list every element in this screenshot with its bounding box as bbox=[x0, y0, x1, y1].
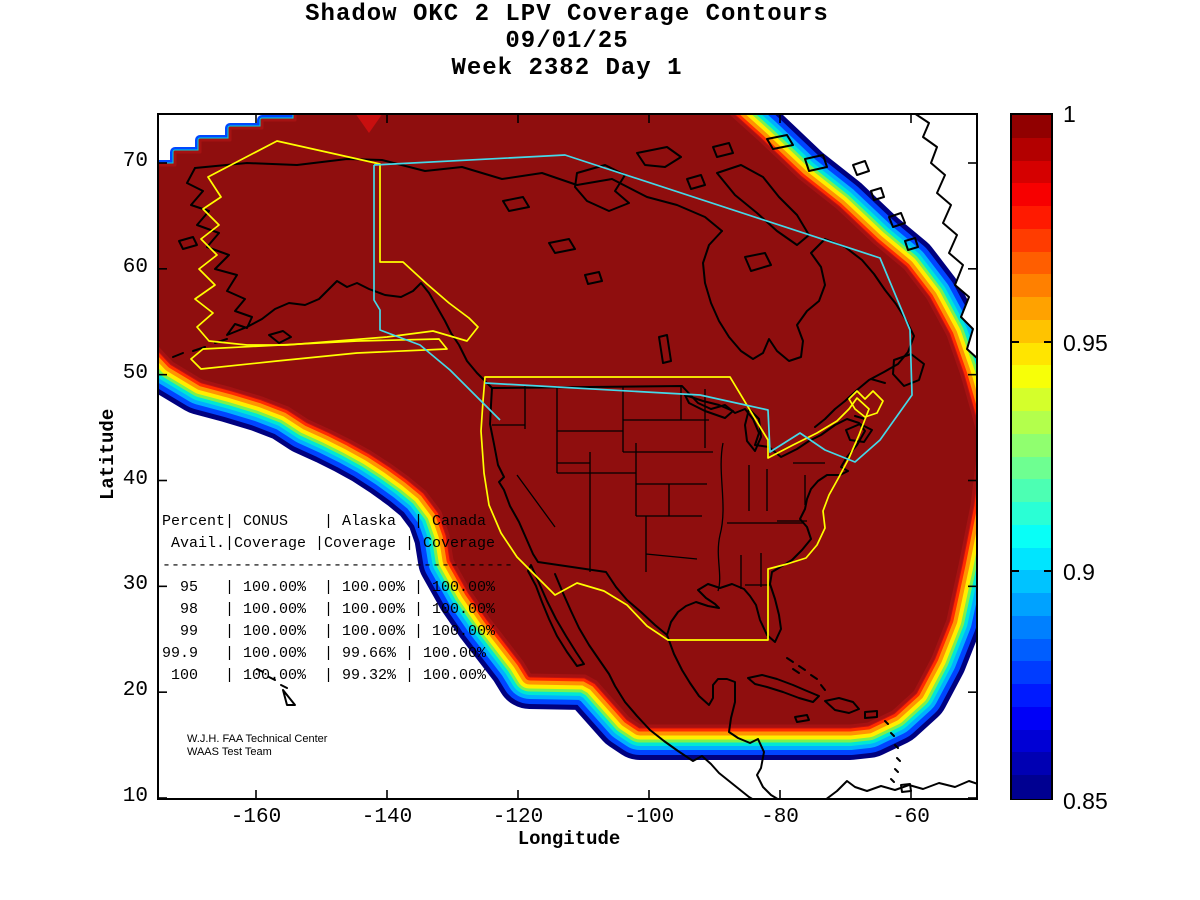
colorbar-band bbox=[1012, 502, 1051, 526]
colorbar-tick-mark bbox=[1044, 570, 1052, 572]
colorbar-tick-label: 0.9 bbox=[1063, 559, 1095, 585]
canada-region-outline-cyan bbox=[373, 154, 913, 463]
hispaniola bbox=[824, 697, 860, 714]
y-tick-label: 60 bbox=[122, 255, 148, 279]
x-axis-title: Longitude bbox=[517, 828, 621, 850]
colorbar-band bbox=[1012, 524, 1051, 549]
colorbar-tick-mark bbox=[1044, 341, 1052, 343]
colorbar-band bbox=[1012, 228, 1051, 253]
y-tick-label: 50 bbox=[122, 361, 148, 385]
service-volume-outlines-yellow bbox=[190, 140, 884, 641]
availability-table-text: Percent| CONUS | Alaska | Canada Avail.|… bbox=[162, 513, 514, 684]
colorbar-band bbox=[1012, 115, 1051, 139]
y-tick-label: 70 bbox=[122, 150, 148, 173]
colorbar-band bbox=[1012, 160, 1051, 185]
colorbar-band bbox=[1012, 706, 1051, 731]
baffin-coastal-islets bbox=[852, 160, 919, 251]
alaska-coastline bbox=[186, 167, 493, 389]
y-tick-label: 30 bbox=[122, 573, 148, 597]
canada-boundary-line bbox=[373, 154, 913, 463]
coverage-notch-detail bbox=[355, 113, 383, 133]
mexico-pacific-coastline bbox=[554, 573, 756, 800]
colorbar-tick-mark bbox=[1011, 570, 1019, 572]
colorbar-band bbox=[1012, 752, 1051, 777]
colorbar-band bbox=[1012, 775, 1051, 799]
availability-table: Percent| CONUS | Alaska | Canada Avail.|… bbox=[162, 511, 513, 687]
aleutian-region-outline bbox=[190, 338, 448, 370]
colorbar-tick-mark bbox=[1011, 341, 1019, 343]
colorbar-band bbox=[1012, 638, 1051, 663]
south-america-coastline bbox=[822, 780, 978, 800]
colorbar-band bbox=[1012, 206, 1051, 230]
colorbar-band bbox=[1012, 342, 1051, 367]
colorbar-band bbox=[1012, 479, 1051, 503]
x-tick-label: -80 bbox=[761, 806, 799, 829]
bahamas bbox=[786, 657, 826, 691]
anticosti-island bbox=[854, 378, 886, 420]
colorbar-band bbox=[1012, 365, 1051, 389]
st-lawrence-island bbox=[178, 236, 198, 250]
y-tick-label: 40 bbox=[122, 467, 148, 491]
canadian-lakes bbox=[502, 196, 672, 364]
arctic-coastline bbox=[194, 158, 723, 232]
colorbar-band bbox=[1012, 388, 1051, 412]
credit-line-1: W.J.H. FAA Technical Center bbox=[187, 733, 328, 745]
hudson-bay-coastline bbox=[702, 230, 826, 362]
colorbar-band bbox=[1012, 547, 1051, 572]
colorbar-band bbox=[1012, 570, 1051, 594]
alaska-canada-border-line bbox=[373, 165, 501, 421]
x-tick-label: -60 bbox=[892, 806, 930, 829]
greenland-landmass bbox=[913, 113, 978, 360]
plot-border bbox=[157, 113, 978, 800]
colorbar-band bbox=[1012, 729, 1051, 754]
x-tick-label: -160 bbox=[230, 806, 282, 829]
nova-scotia bbox=[845, 423, 873, 443]
colorbar-band bbox=[1012, 456, 1051, 481]
colorbar-tick-label: 0.95 bbox=[1063, 330, 1108, 356]
canada-region-outline-yellow bbox=[848, 390, 884, 418]
colorbar-tick-label: 0.85 bbox=[1063, 788, 1108, 814]
kodiak-island bbox=[268, 330, 292, 344]
colorbar-band bbox=[1012, 274, 1051, 298]
credit-text: W.J.H. FAA Technical Center WAAS Test Te… bbox=[187, 733, 327, 759]
lesser-antilles bbox=[884, 720, 901, 783]
hawaii-islands bbox=[256, 668, 296, 706]
colorbar bbox=[1010, 113, 1053, 800]
colorbar-band bbox=[1012, 684, 1051, 708]
x-tick-label: -100 bbox=[623, 806, 675, 829]
plot-date: 09/01/25 bbox=[505, 28, 629, 55]
map-plot-area bbox=[157, 113, 978, 800]
colorbar-band bbox=[1012, 661, 1051, 685]
colorbar-band bbox=[1012, 615, 1051, 640]
map-canvas bbox=[157, 113, 978, 800]
labrador-coastline bbox=[814, 238, 915, 428]
conus-coastline bbox=[489, 385, 866, 643]
cuba bbox=[747, 674, 820, 703]
plot-title: Shadow OKC 2 LPV Coverage Contours bbox=[305, 1, 829, 28]
plot-week-day: Week 2382 Day 1 bbox=[451, 55, 683, 82]
colorbar-band bbox=[1012, 297, 1051, 321]
colorbar-band bbox=[1012, 251, 1051, 276]
baja-california bbox=[527, 564, 585, 667]
colorbar-tick-label: 1 bbox=[1063, 101, 1076, 127]
puerto-rico bbox=[864, 710, 878, 719]
colorbar-band bbox=[1012, 433, 1051, 458]
y-tick-label: 20 bbox=[122, 679, 148, 703]
colorbar-band bbox=[1012, 319, 1051, 344]
conus-region-outline bbox=[480, 376, 870, 641]
state-borders bbox=[492, 386, 825, 592]
colorbar-band bbox=[1012, 183, 1051, 207]
x-tick-label: -140 bbox=[361, 806, 413, 829]
colorbar-band bbox=[1012, 593, 1051, 617]
colorbar-band bbox=[1012, 410, 1051, 435]
colorbar-band bbox=[1012, 137, 1051, 162]
credit-line-2: WAAS Test Team bbox=[187, 746, 272, 758]
jamaica bbox=[794, 714, 810, 723]
great-lakes bbox=[684, 394, 762, 452]
x-tick-label: -120 bbox=[492, 806, 544, 829]
y-tick-label: 10 bbox=[122, 785, 148, 808]
